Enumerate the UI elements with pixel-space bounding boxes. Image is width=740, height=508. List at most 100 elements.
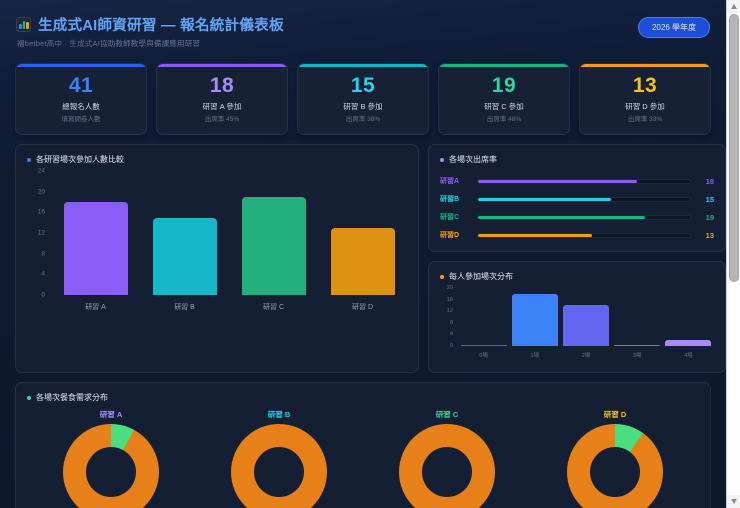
attendance-row[interactable]: 研習C 19 bbox=[440, 212, 714, 222]
y-axis-tick: 4 bbox=[41, 270, 45, 278]
histogram-y-tick: 0 bbox=[449, 343, 453, 349]
page-title: 生成式AI師資研習 — 報名統計儀表板 bbox=[38, 18, 284, 34]
bar-column[interactable] bbox=[330, 227, 395, 295]
donut-chart[interactable] bbox=[231, 424, 327, 508]
attendance-list: 研習A 18 研習B 15 研習C 19 研習D 13 bbox=[440, 171, 714, 243]
y-axis-tick: 12 bbox=[37, 229, 45, 237]
attendance-value: 19 bbox=[705, 212, 714, 222]
kpi-label: 研習 D 參加 bbox=[625, 101, 665, 111]
kpi-card[interactable]: 18 研習 A 參加 出席率 45% bbox=[156, 63, 288, 135]
donut-title: 研習 D bbox=[603, 410, 627, 419]
bar-column[interactable] bbox=[152, 217, 217, 295]
histogram-bar[interactable] bbox=[665, 340, 712, 346]
vertical-scrollbar[interactable] bbox=[726, 0, 740, 508]
histogram-bar[interactable] bbox=[511, 293, 558, 346]
donut-chart[interactable] bbox=[63, 424, 159, 508]
kpi-card[interactable]: 15 研習 B 參加 出席率 38% bbox=[297, 63, 429, 135]
title-row: 生成式AI師資研習 — 報名統計儀表板 bbox=[16, 14, 284, 35]
kpi-sublabel: 出席率 48% bbox=[486, 115, 522, 123]
donut-hole bbox=[422, 447, 472, 497]
attendance-session-name: 研習C bbox=[440, 214, 460, 221]
histogram-column[interactable] bbox=[511, 293, 558, 346]
bar-x-label: 研習 A bbox=[85, 304, 106, 311]
histogram-x-labels: 0場 1場 2場 3場 4場 bbox=[458, 351, 714, 359]
histogram-x-label: 2場 bbox=[581, 353, 591, 359]
panel-dot-icon bbox=[440, 274, 444, 279]
panel-dot-icon bbox=[27, 395, 31, 400]
bar-x-label: 研習 D bbox=[352, 304, 373, 311]
right-column: 各場次出席率 研習A 18 研習B 15 研習C 19 研習D 13 每人參加場次分布 0 4 8… bbox=[428, 144, 726, 373]
histogram-x-label: 3場 bbox=[632, 353, 642, 359]
charts-row: 各研習場次參加人數比較 0 4 8 12 16 20 24 研習 A 研習 B 研習 C 研習 D… bbox=[0, 144, 726, 373]
participation-bar-panel: 各研習場次參加人數比較 0 4 8 12 16 20 24 研習 A 研習 B 研習 C 研習 D bbox=[15, 144, 419, 373]
donut-cell: 研習 D bbox=[567, 409, 663, 508]
bar-chart-icon bbox=[16, 17, 31, 32]
attendance-value: 15 bbox=[705, 194, 714, 204]
attendance-row[interactable]: 研習B 15 bbox=[440, 194, 714, 204]
histogram-column[interactable] bbox=[665, 340, 712, 346]
panel-dot-icon bbox=[27, 157, 31, 162]
donut-hole bbox=[590, 447, 640, 497]
histogram-column[interactable] bbox=[562, 305, 609, 346]
kpi-card[interactable]: 13 研習 D 參加 出席率 33% bbox=[579, 63, 711, 135]
attendance-rate-panel: 各場次出席率 研習A 18 研習B 15 研習C 19 研習D 13 bbox=[428, 144, 726, 252]
bar[interactable] bbox=[152, 217, 217, 295]
kpi-value: 13 bbox=[632, 74, 658, 98]
page-subtitle: 福betbet高中 · 生成式AI協助教師教學與備課應用研習 bbox=[17, 39, 201, 48]
histogram-panel-title: 每人參加場次分布 bbox=[440, 271, 714, 282]
attendance-session-name: 研習A bbox=[440, 178, 460, 185]
donut-cell: 研習 B bbox=[231, 409, 327, 508]
kpi-label: 總報名人數 bbox=[62, 101, 100, 111]
y-axis-tick: 0 bbox=[41, 291, 45, 299]
kpi-label: 研習 B 參加 bbox=[343, 101, 383, 111]
kpi-value: 19 bbox=[491, 74, 517, 98]
attendance-track bbox=[477, 178, 691, 184]
histogram-x-label: 4場 bbox=[684, 353, 693, 359]
donut-panel-title: 各場次餐食需求分布 bbox=[27, 392, 699, 403]
kpi-card[interactable]: 19 研習 C 參加 出席率 48% bbox=[438, 63, 570, 135]
bar-x-label: 研習 C bbox=[263, 304, 284, 311]
kpi-card[interactable]: 41 總報名人數 填寫問卷人數 bbox=[15, 63, 147, 135]
year-badge[interactable]: 2026 學年度 bbox=[637, 17, 710, 38]
bar[interactable] bbox=[241, 196, 306, 295]
kpi-value: 18 bbox=[209, 74, 235, 98]
kpi-sublabel: 填寫問卷人數 bbox=[61, 115, 101, 123]
kpi-accent-bar bbox=[157, 64, 287, 67]
scroll-down-arrow-icon[interactable] bbox=[727, 495, 740, 508]
attendance-fill bbox=[478, 215, 646, 219]
histogram-bar[interactable] bbox=[614, 344, 661, 346]
histogram-column[interactable] bbox=[614, 344, 661, 346]
panel-title-text: 各研習場次參加人數比較 bbox=[36, 155, 124, 164]
header-title-group: 生成式AI師資研習 — 報名統計儀表板 福betbet高中 · 生成式AI協助教… bbox=[16, 14, 284, 49]
bar-chart: 0 4 8 12 16 20 24 研習 A 研習 B 研習 C 研習 D bbox=[27, 167, 407, 323]
bar-column[interactable] bbox=[241, 196, 306, 295]
y-axis-tick: 24 bbox=[37, 167, 45, 175]
attendance-track bbox=[477, 196, 691, 202]
kpi-accent-bar bbox=[16, 64, 146, 67]
histogram-y-tick: 8 bbox=[449, 319, 453, 326]
attendance-row[interactable]: 研習A 18 bbox=[440, 176, 714, 186]
histogram-bar[interactable] bbox=[460, 345, 507, 346]
bar[interactable] bbox=[330, 227, 395, 295]
scroll-up-arrow-icon[interactable] bbox=[727, 0, 740, 13]
attendance-session-name: 研習B bbox=[440, 196, 460, 203]
donut-chart[interactable] bbox=[567, 424, 663, 508]
donut-chart[interactable] bbox=[399, 424, 495, 508]
bar[interactable] bbox=[63, 202, 128, 295]
meal-requirement-panel: 各場次餐食需求分布 研習 A研習 B研習 C研習 D 葷食素食不需要 bbox=[15, 382, 711, 508]
kpi-sublabel: 出席率 33% bbox=[627, 115, 663, 123]
histogram-column[interactable] bbox=[460, 345, 507, 346]
histogram-y-tick: 16 bbox=[446, 296, 453, 303]
histogram-bar[interactable] bbox=[562, 305, 609, 346]
histogram-y-tick: 12 bbox=[446, 308, 453, 315]
attendance-panel-title: 各場次出席率 bbox=[440, 154, 714, 165]
bar-column[interactable] bbox=[63, 202, 128, 295]
attendance-fill bbox=[478, 197, 611, 201]
bar-chart-bars bbox=[51, 171, 407, 295]
donut-row: 研習 A 研習 B 研習 C 研習 D bbox=[27, 409, 699, 508]
scrollbar-thumb[interactable] bbox=[729, 14, 739, 282]
histogram-bars bbox=[458, 288, 714, 346]
attendance-row[interactable]: 研習D 13 bbox=[440, 230, 714, 240]
histogram-y-axis: 0 4 8 12 16 20 bbox=[440, 285, 456, 349]
